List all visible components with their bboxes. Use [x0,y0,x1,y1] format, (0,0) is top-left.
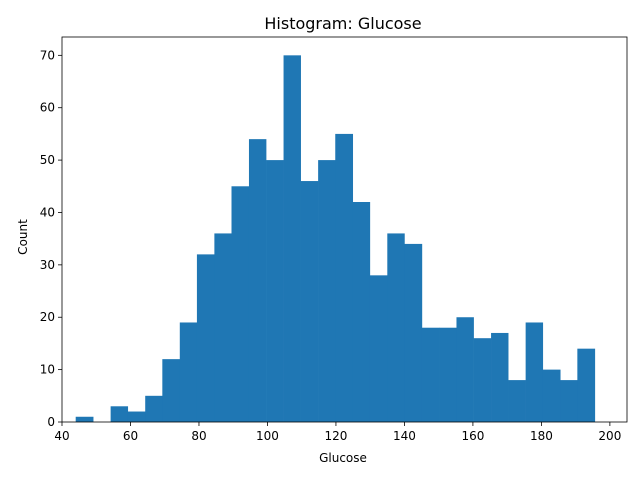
histogram-bar-24 [491,332,509,422]
histogram-bar-5 [162,359,181,422]
x-tick-label-0: 40 [54,429,69,443]
histogram-bar-10 [248,139,267,422]
y-tick-label-6: 60 [40,101,55,115]
x-tick-label-4: 120 [324,429,347,443]
x-tick-label-1: 60 [123,429,138,443]
x-tick-label-5: 140 [393,429,416,443]
histogram-bar-9 [231,186,250,422]
histogram-bar-20 [421,327,440,422]
y-tick-label-5: 50 [40,153,55,167]
x-tick-label-8: 200 [598,429,621,443]
histogram-bar-18 [387,233,405,422]
histogram-bar-19 [404,243,423,422]
histogram-bar-4 [145,395,163,422]
histogram-bar-25 [508,380,526,422]
y-tick-label-2: 20 [40,310,55,324]
histogram-bar-7 [196,254,215,422]
y-tick-label-1: 10 [40,363,55,377]
plot-frame [61,36,628,423]
y-tick-label-7: 70 [40,48,55,62]
histogram-bar-6 [179,322,198,422]
histogram-bar-26 [525,322,544,422]
y-axis-label: Count [16,219,30,255]
histogram-bar-0 [75,416,94,422]
x-tick-label-3: 100 [256,429,279,443]
y-tick-label-3: 30 [40,258,55,272]
histogram-bar-3 [127,411,146,422]
histogram-bar-15 [335,133,354,422]
x-tick-label-2: 80 [191,429,206,443]
histogram-bar-13 [300,181,319,422]
x-tick-label-6: 160 [461,429,484,443]
bars-group [75,55,596,422]
histogram-bar-21 [439,327,457,422]
histogram-bar-12 [283,55,301,422]
histogram-bar-29 [577,348,596,422]
histogram-bar-16 [352,202,371,422]
histogram-bar-23 [473,338,492,422]
histogram-bar-27 [542,369,561,422]
histogram-bar-14 [318,160,336,422]
x-axis-ticks: 40 60 80 100 120 140 160 180 200 [54,422,621,443]
histogram-bar-22 [456,317,474,422]
histogram-bar-2 [110,406,129,422]
x-axis-label: Glucose [319,451,367,465]
histogram-bar-28 [560,380,578,422]
y-tick-label-0: 0 [47,415,55,429]
chart-title: Histogram: Glucose [264,14,421,33]
histogram-bar-11 [266,160,284,422]
histogram-bar-8 [214,233,232,422]
histogram-bar-17 [369,275,388,422]
y-tick-label-4: 40 [40,205,55,219]
y-axis-ticks: 0 10 20 30 40 50 60 70 [40,48,62,429]
x-tick-label-7: 180 [530,429,553,443]
